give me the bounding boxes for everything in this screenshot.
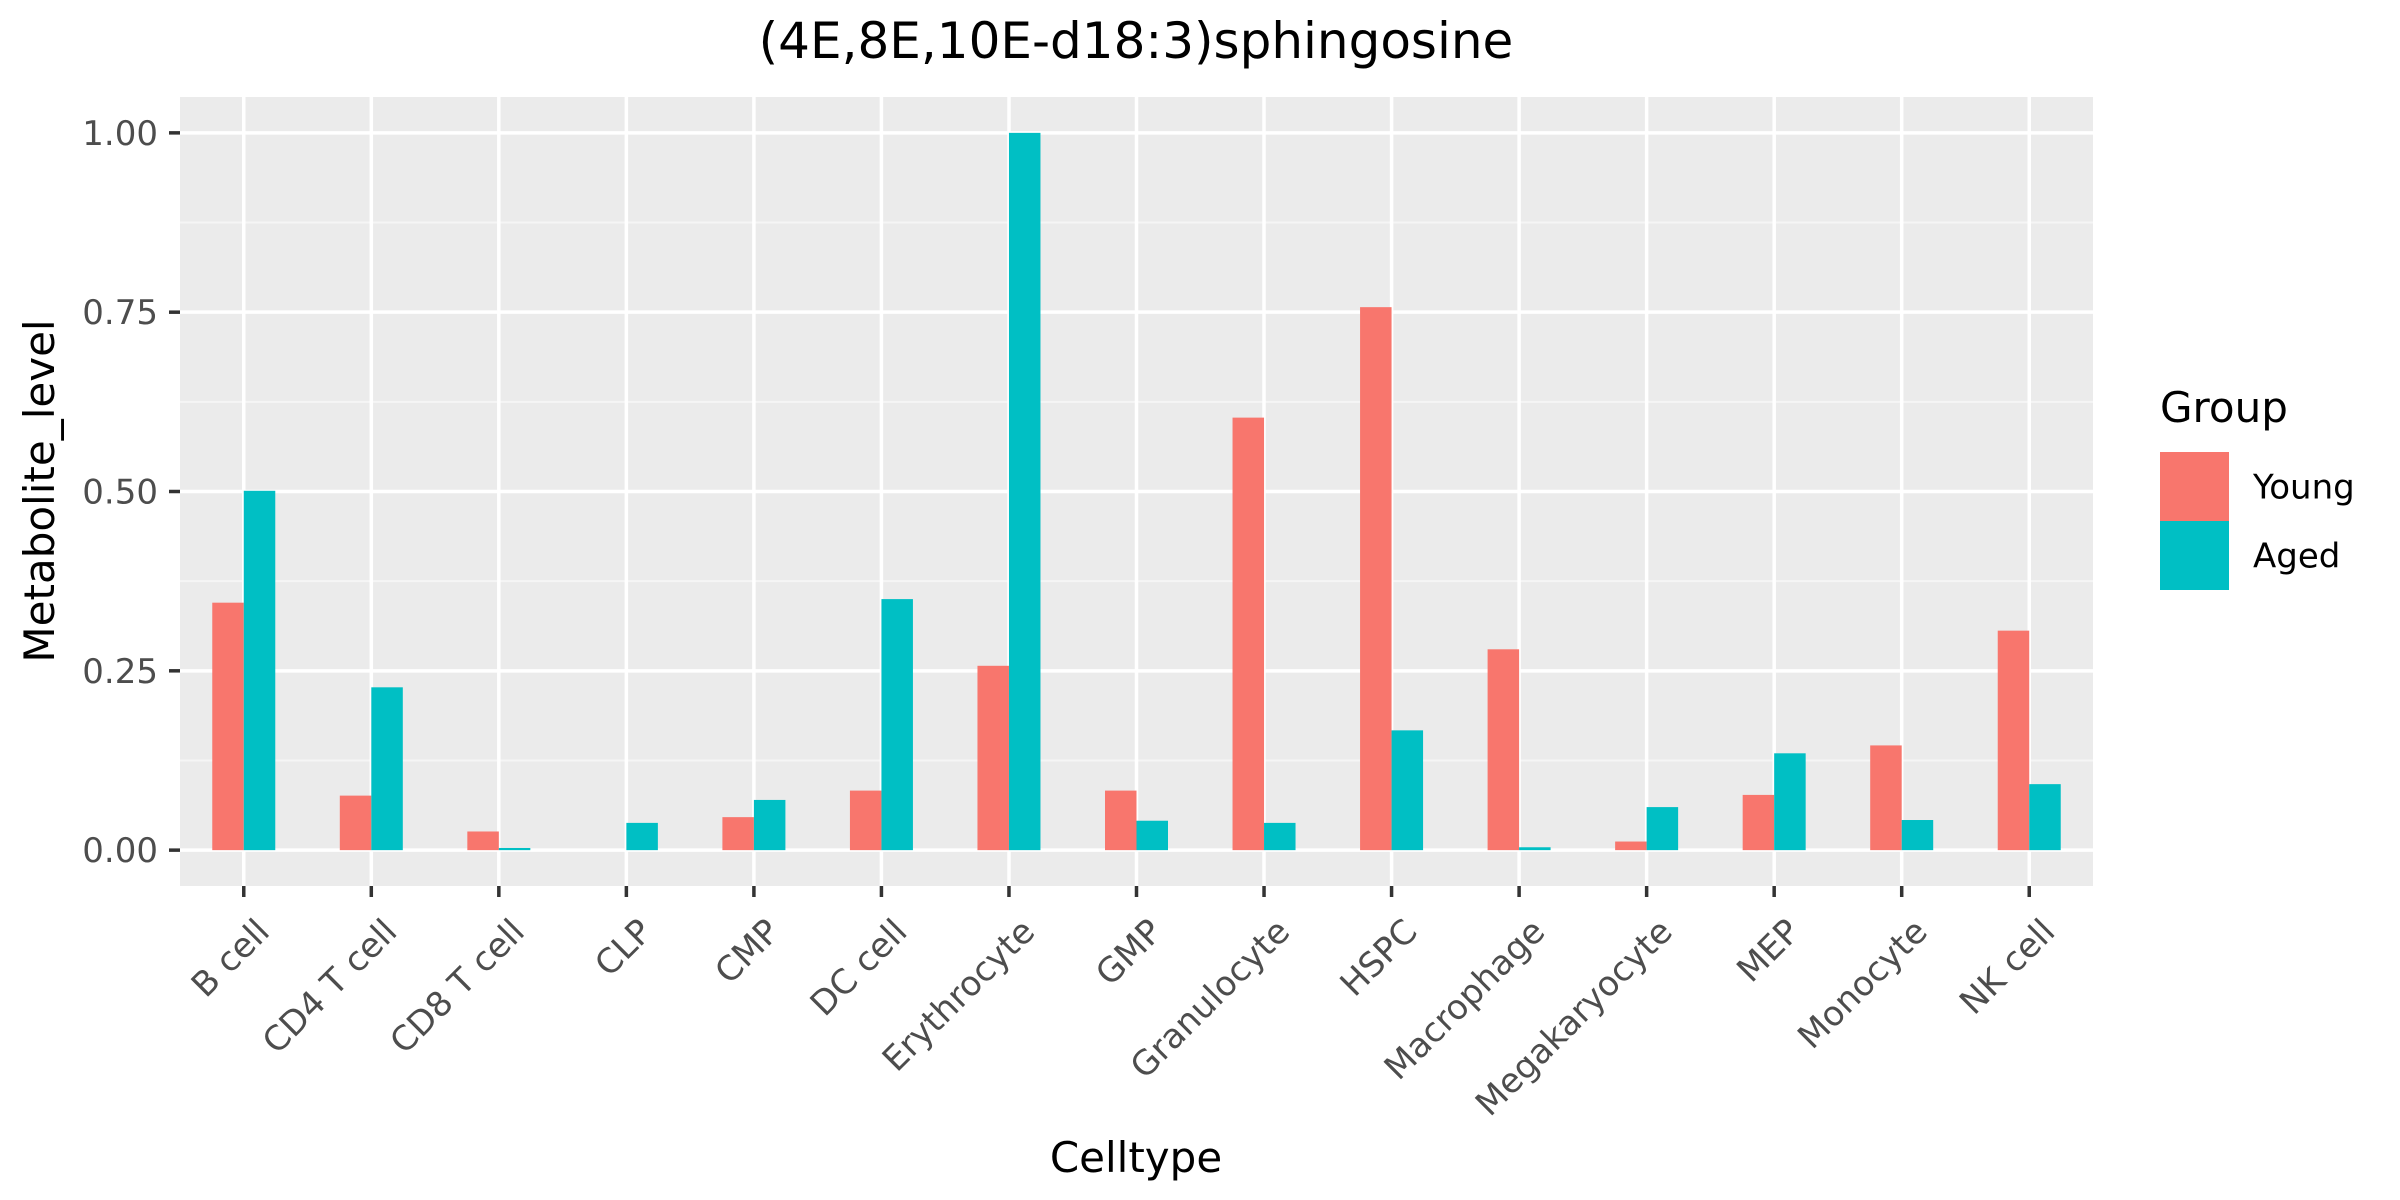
y-tick-label: 1.00 bbox=[82, 114, 158, 154]
bar-aged bbox=[371, 687, 403, 851]
bar-young bbox=[1742, 794, 1775, 851]
y-tick-label: 0.50 bbox=[82, 473, 158, 513]
x-tick-label: B cell bbox=[184, 912, 278, 1006]
x-tick-label: CD8 T cell bbox=[383, 912, 533, 1062]
bar-aged bbox=[1774, 753, 1806, 851]
bar-young bbox=[849, 790, 882, 851]
bar-aged bbox=[1519, 847, 1551, 851]
bar-aged bbox=[1646, 807, 1679, 851]
legend-label-young: Young bbox=[2252, 468, 2355, 508]
x-tick-label: NK cell bbox=[1952, 912, 2063, 1023]
legend-key-aged bbox=[2160, 521, 2229, 590]
bar-aged bbox=[1008, 132, 1041, 851]
bar-young bbox=[977, 665, 1009, 851]
y-tick-label: 0.00 bbox=[82, 831, 158, 871]
x-axis-title: Celltype bbox=[1050, 1133, 1222, 1182]
y-tick-label: 0.25 bbox=[82, 652, 158, 692]
bar-young bbox=[1105, 790, 1137, 851]
x-tick-label: HSPC bbox=[1333, 912, 1426, 1005]
x-tick-label: CMP bbox=[707, 912, 787, 992]
bar-aged bbox=[753, 799, 786, 851]
bar-young bbox=[1997, 630, 2030, 851]
bar-young bbox=[1870, 745, 1902, 851]
bar-aged bbox=[1136, 820, 1168, 851]
bar-aged bbox=[243, 490, 276, 851]
bar-aged bbox=[1901, 820, 1934, 851]
bar-aged bbox=[2029, 784, 2061, 851]
bar-young bbox=[212, 602, 244, 851]
y-axis: 0.00 0.25 0.50 0.75 1.00 bbox=[82, 114, 180, 871]
legend-label-aged: Aged bbox=[2253, 537, 2340, 577]
bar-young bbox=[467, 831, 499, 851]
bar-aged bbox=[1264, 822, 1296, 851]
x-tick-label: CLP bbox=[587, 912, 660, 985]
bar-young bbox=[1615, 841, 1647, 851]
bars bbox=[212, 132, 2061, 851]
bar-aged bbox=[498, 847, 531, 851]
bar-aged bbox=[626, 822, 658, 851]
x-tick-label: GMP bbox=[1088, 912, 1170, 994]
y-axis-title: Metabolite_level bbox=[15, 319, 64, 662]
legend: Group Young Aged bbox=[2160, 383, 2355, 590]
bar-young bbox=[1360, 307, 1392, 851]
bar-aged bbox=[881, 599, 913, 851]
bar-young bbox=[1232, 417, 1265, 851]
legend-key-young bbox=[2160, 452, 2229, 521]
x-tick-label: CD4 T cell bbox=[255, 912, 405, 1062]
x-tick-label: Monocyte bbox=[1790, 912, 1935, 1057]
chart-title: (4E,8E,10E-d18:3)sphingosine bbox=[759, 12, 1514, 70]
bar-young bbox=[339, 795, 372, 851]
bar-young bbox=[1487, 649, 1520, 851]
bar-aged bbox=[1391, 730, 1424, 851]
x-tick-label: DC cell bbox=[803, 912, 916, 1025]
y-tick-label: 0.75 bbox=[82, 293, 158, 333]
x-tick-label: MEP bbox=[1729, 912, 1808, 991]
bar-young bbox=[722, 817, 754, 851]
legend-title: Group bbox=[2160, 383, 2288, 432]
